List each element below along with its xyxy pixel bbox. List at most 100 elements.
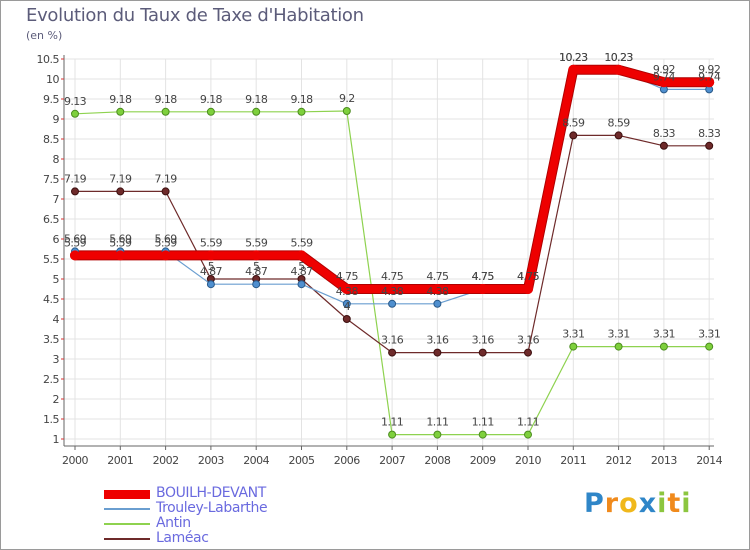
data-label-series-2: 3.31	[653, 328, 675, 341]
data-point-series-2	[71, 109, 79, 118]
logo-letter: i	[681, 488, 692, 519]
data-point-series-1	[206, 280, 215, 289]
data-point-series-3	[433, 348, 442, 357]
data-label-series-0: 5.59	[200, 236, 223, 249]
data-point-series-3	[71, 187, 79, 196]
data-label-series-1: 10.23	[604, 51, 633, 64]
y-tick-label: 8	[53, 153, 60, 166]
data-point-series-2	[116, 107, 125, 116]
data-label-series-0: 5.59	[290, 236, 313, 249]
data-label-series-3: 8.59	[608, 116, 631, 129]
data-label-series-0: 4.75	[336, 270, 359, 283]
y-tick-label: 7	[53, 193, 60, 206]
data-label-series-2: 1.11	[517, 416, 539, 429]
legend-item-lameac: Laméac	[104, 530, 324, 547]
data-label-series-1: 4.87	[290, 265, 313, 278]
data-point-series-3	[161, 187, 170, 196]
y-tick-label: 3.5	[43, 333, 59, 346]
x-tick-label: 2003	[198, 454, 224, 467]
data-label-series-1: 5.69	[64, 232, 87, 245]
logo-letter: i	[657, 488, 668, 519]
legend-label-antin: Antin	[156, 515, 191, 531]
data-point-series-0	[251, 250, 262, 261]
data-point-series-0	[613, 64, 624, 75]
data-label-series-1: 10.23	[559, 51, 588, 64]
data-label-series-3: 8.33	[653, 127, 676, 140]
legend-label-trouley-labarthe: Trouley-Labarthe	[156, 500, 268, 516]
legend-label-bouilh-devant: BOUILH-DEVANT	[156, 485, 266, 501]
logo-letter: P	[584, 488, 605, 519]
data-label-series-3: 3.16	[472, 334, 495, 347]
y-tick-label: 1	[53, 433, 60, 446]
y-tick-label: 6	[53, 233, 60, 246]
data-label-series-2: 9.18	[290, 93, 313, 106]
x-tick-label: 2002	[153, 454, 179, 467]
data-label-series-2: 9.13	[64, 95, 87, 108]
data-point-series-2	[342, 107, 351, 115]
data-label-series-1: 5.69	[109, 232, 132, 245]
data-label-series-2: 9.2	[339, 92, 355, 105]
data-point-series-2	[252, 107, 261, 116]
data-point-series-3	[569, 131, 578, 140]
data-label-series-2: 3.31	[562, 328, 584, 341]
data-point-series-1	[252, 280, 261, 289]
x-tick-label: 2004	[243, 454, 269, 467]
data-point-series-0	[477, 284, 488, 294]
data-label-series-0: 5.59	[109, 236, 132, 249]
legend-swatch-bouilh-devant	[104, 490, 150, 499]
data-label-series-3: 7.19	[155, 172, 178, 185]
data-label-series-3: 7.19	[109, 172, 132, 185]
data-label-series-0: 9.92	[653, 63, 675, 76]
data-label-series-1: 4.87	[245, 265, 268, 278]
data-label-series-1: 4.75	[517, 270, 540, 283]
y-tick-label: 9.5	[43, 93, 59, 106]
data-point-series-0	[523, 284, 533, 294]
data-label-series-0: 4.75	[381, 270, 404, 283]
x-tick-label: 2010	[515, 454, 541, 467]
data-label-series-2: 9.18	[200, 93, 223, 106]
x-tick-label: 2007	[379, 454, 405, 467]
data-point-series-2	[524, 430, 532, 439]
data-label-series-0: 9.92	[698, 63, 720, 76]
data-label-series-1: 4.75	[472, 270, 495, 283]
data-label-series-3: 3.16	[426, 334, 449, 347]
data-label-series-3: 3.16	[517, 334, 540, 347]
data-label-series-1: 4.38	[426, 285, 449, 298]
data-point-series-2	[705, 342, 714, 351]
data-point-series-2	[206, 107, 215, 116]
data-label-series-0: 4.75	[472, 270, 495, 283]
data-label-series-2: 9.18	[155, 93, 178, 106]
data-point-series-0	[70, 250, 80, 261]
chart-unit-label: (en %)	[26, 29, 63, 42]
data-label-series-1: 4.38	[381, 285, 404, 298]
data-point-series-3	[659, 141, 668, 150]
data-label-series-3: 5	[208, 260, 215, 273]
legend-label-lameac: Laméac	[156, 530, 209, 546]
x-tick-label: 2009	[470, 454, 496, 467]
x-tick-label: 2006	[334, 454, 360, 467]
data-point-series-0	[432, 284, 443, 294]
y-tick-label: 8.5	[43, 133, 59, 146]
data-label-series-3: 3.16	[381, 334, 404, 347]
data-label-series-3: 5	[253, 260, 260, 273]
x-tick-label: 2000	[62, 454, 88, 467]
data-label-series-0: 4.75	[426, 270, 449, 283]
x-tick-label: 2011	[560, 454, 586, 467]
legend-item-bouilh-devant: BOUILH-DEVANT	[104, 485, 324, 502]
data-point-series-2	[614, 342, 623, 351]
data-point-series-3	[478, 348, 487, 357]
data-point-series-2	[297, 107, 306, 116]
y-tick-label: 2	[53, 393, 60, 406]
data-label-series-1: 4.38	[336, 285, 359, 298]
data-point-series-0	[296, 250, 307, 261]
data-point-series-1	[342, 299, 351, 308]
data-label-series-0: 5.59	[245, 236, 268, 249]
data-label-series-2: 3.31	[698, 328, 720, 341]
data-point-series-0	[658, 77, 669, 88]
y-tick-label: 4	[53, 313, 60, 326]
data-point-series-1	[388, 299, 397, 308]
data-point-series-0	[205, 250, 216, 261]
data-point-series-2	[569, 342, 578, 351]
data-point-series-2	[161, 107, 170, 116]
data-label-series-0: 5.59	[155, 236, 178, 249]
